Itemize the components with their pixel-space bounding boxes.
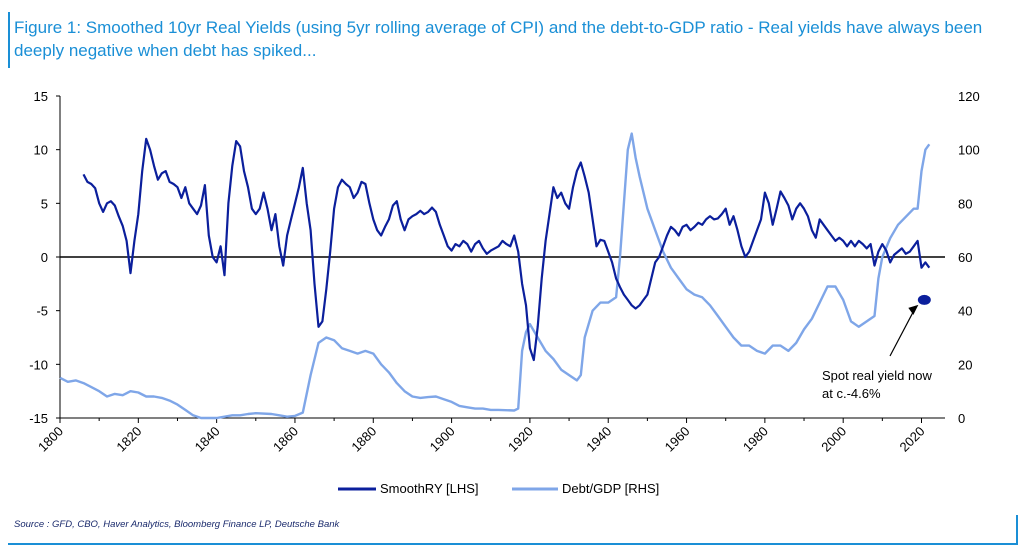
debt-gdp-series: [59, 132, 931, 420]
y-left-tick-label: -5: [36, 304, 48, 319]
footer-rule: [8, 543, 1018, 545]
x-tick-label: 1920: [505, 424, 536, 455]
y-right-tick-label: 100: [958, 143, 980, 158]
source-note: Source : GFD, CBO, Haver Analytics, Bloo…: [14, 519, 340, 530]
x-tick-label: 1980: [740, 424, 771, 455]
smooth-ry-series: [82, 137, 931, 362]
y-left-tick-label: -10: [29, 357, 48, 372]
chart-title: Figure 1: Smoothed 10yr Real Yields (usi…: [14, 18, 983, 60]
x-tick-label: 1840: [192, 424, 223, 455]
smooth-ry-line: [82, 137, 931, 362]
x-tick-label: 1860: [270, 424, 301, 455]
legend-label-smooth-ry: SmoothRY [LHS]: [380, 481, 479, 496]
spot-yield-marker: [917, 294, 931, 305]
y-left-tick-label: -15: [29, 411, 48, 426]
x-tick-label: 2020: [897, 424, 928, 455]
x-tick-label: 1960: [662, 424, 693, 455]
y-left-tick-label: 10: [34, 143, 48, 158]
annotation-arrowhead: [908, 304, 919, 315]
annotation-text-line1: Spot real yield now: [822, 368, 932, 383]
footer-accent-bar: [1016, 515, 1018, 545]
annotation-text-line2: at c.-4.6%: [822, 386, 881, 401]
y-left-tick-label: 0: [41, 250, 48, 265]
y-right-tick-label: 0: [958, 411, 965, 426]
chart-legend: SmoothRY [LHS] Debt/GDP [RHS]: [338, 481, 659, 496]
annotation-arrow-line: [889, 305, 917, 357]
y-left-tick-label: 15: [34, 89, 48, 104]
debt-gdp-line: [59, 132, 931, 420]
y-right-tick-label: 80: [958, 196, 972, 211]
y-right-tick-label: 40: [958, 304, 972, 319]
x-tick-label: 1940: [583, 424, 614, 455]
x-tick-label: 1900: [427, 424, 458, 455]
x-tick-label: 2000: [818, 424, 849, 455]
x-tick-label: 1820: [113, 424, 144, 455]
y-left-tick-label: 5: [41, 196, 48, 211]
y-right-tick-label: 20: [958, 357, 972, 372]
y-right-tick-label: 60: [958, 250, 972, 265]
y-right-tick-label: 120: [958, 89, 980, 104]
x-tick-label: 1880: [348, 424, 379, 455]
legend-label-debt-gdp: Debt/GDP [RHS]: [562, 481, 659, 496]
title-accent-bar: [8, 12, 10, 68]
spot-yield-annotation: Spot real yield now at c.-4.6%: [822, 294, 932, 401]
x-tick-label: 1800: [35, 424, 66, 455]
